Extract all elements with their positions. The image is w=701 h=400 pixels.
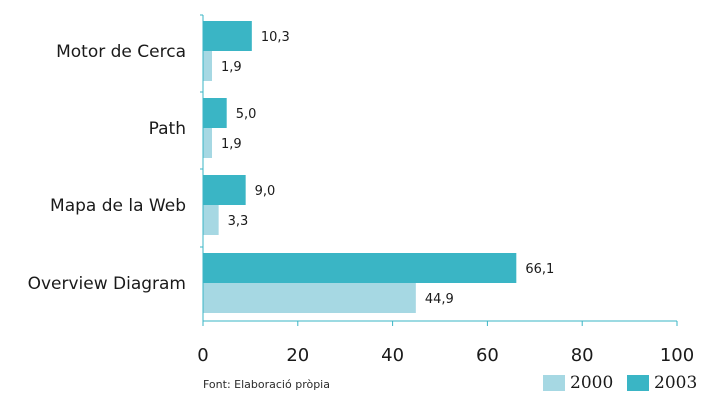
data-label-2000-1: 1,9 <box>221 137 242 152</box>
x-tick-label-1: 20 <box>286 345 309 366</box>
legend-item-2000: 2000 <box>543 373 613 393</box>
x-tick-label-0: 0 <box>197 345 208 366</box>
x-tick-label-5: 100 <box>660 345 694 366</box>
legend-item-2003: 2003 <box>627 373 697 393</box>
bar-2000-0 <box>203 51 213 81</box>
data-label-2003-3: 66,1 <box>525 262 554 277</box>
category-label-3: Overview Diagram <box>28 274 186 294</box>
category-label-2: Mapa de la Web <box>50 196 186 216</box>
category-label-0: Motor de Cerca <box>56 42 186 62</box>
data-label-2003-2: 9,0 <box>255 184 276 199</box>
source-note: Font: Elaboració pròpia <box>203 378 330 391</box>
data-label-2003-0: 10,3 <box>261 30 290 45</box>
category-label-1: Path <box>149 119 186 139</box>
x-tick-label-2: 40 <box>381 345 404 366</box>
bar-2003-0 <box>203 21 252 51</box>
bar-2003-3 <box>203 253 517 283</box>
data-label-2000-3: 44,9 <box>425 292 454 307</box>
data-label-2000-2: 3,3 <box>228 214 249 229</box>
x-tick-label-3: 60 <box>476 345 499 366</box>
bar-2003-2 <box>203 175 246 205</box>
legend-label-2003: 2003 <box>654 373 698 393</box>
bar-2000-1 <box>203 128 213 158</box>
legend-swatch-2000 <box>543 375 565 391</box>
data-label-2003-1: 5,0 <box>236 107 257 122</box>
legend-swatch-2003 <box>627 375 649 391</box>
bar-2003-1 <box>203 98 227 128</box>
legend-label-2000: 2000 <box>570 373 614 393</box>
bar-2000-3 <box>203 283 416 313</box>
x-tick-label-4: 80 <box>571 345 594 366</box>
data-label-2000-0: 1,9 <box>221 60 242 75</box>
bar-2000-2 <box>203 205 219 235</box>
